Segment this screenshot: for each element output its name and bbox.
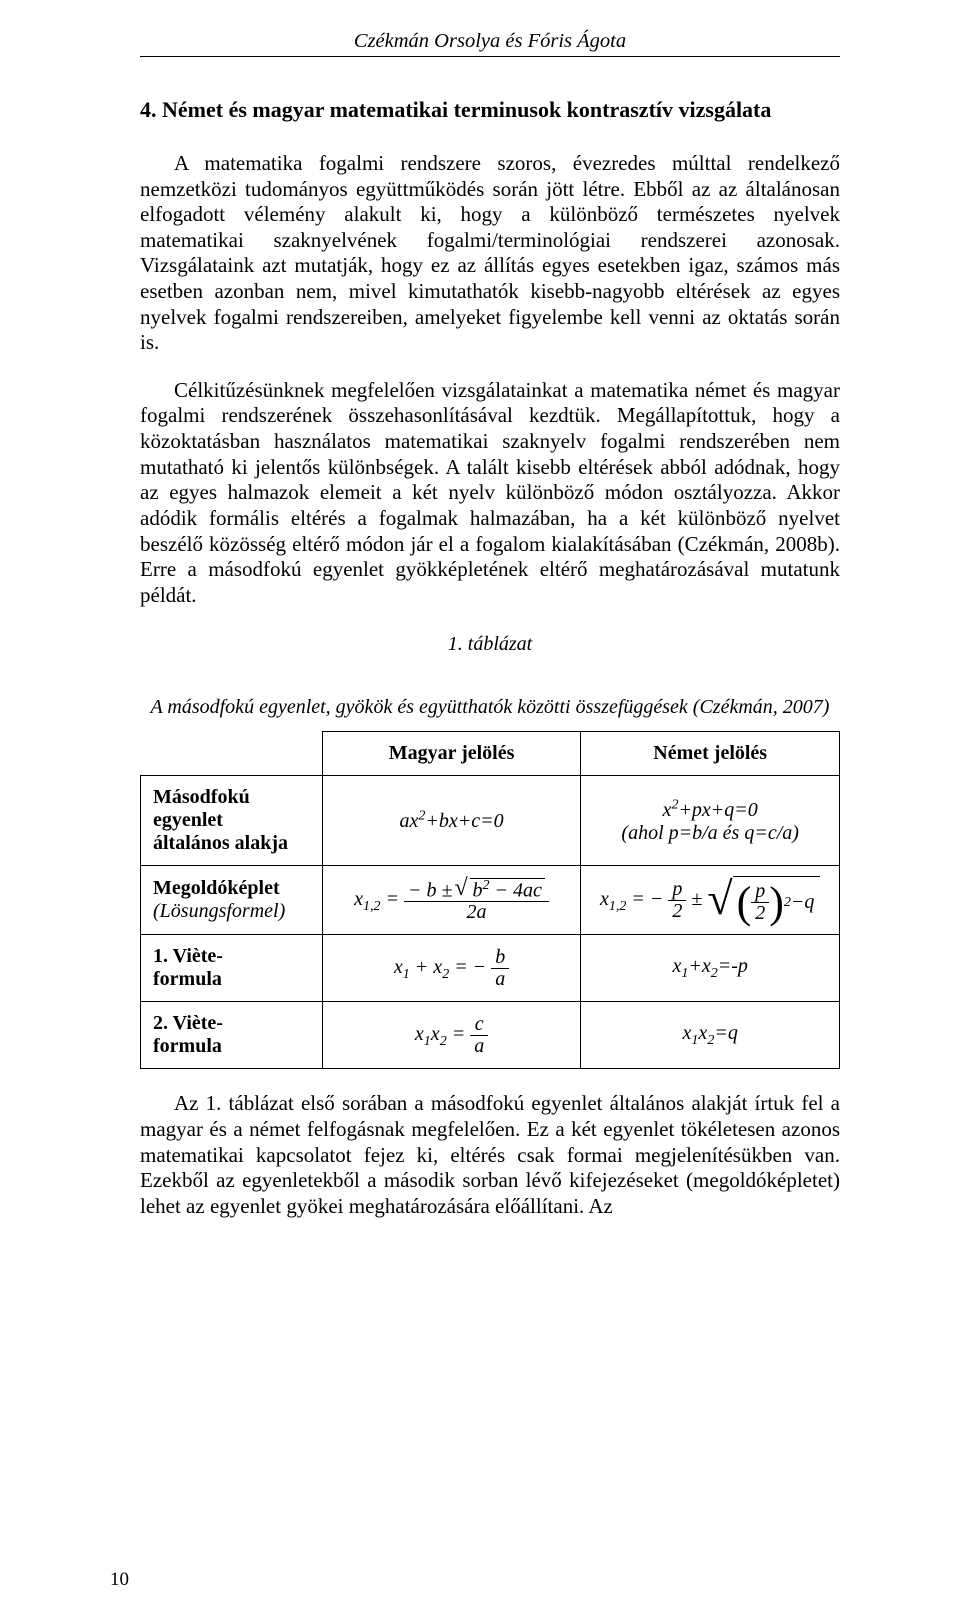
row4-label-line2: formula <box>153 1035 222 1057</box>
row4-label-line1: 2. Viète- <box>153 1012 223 1034</box>
section-heading: 4. Német és magyar matematikai terminuso… <box>140 97 840 123</box>
row4-label: 2. Viète- formula <box>141 1002 323 1069</box>
formula-de-quadratic: x1,2 = − p2 ± √ (p2)2 − q <box>600 888 820 910</box>
row1-german: x2+px+q=0 (ahol p=b/a és q=c/a) <box>581 776 840 866</box>
row2-label-italic: (Lösungsformel) <box>153 900 310 923</box>
row2-label-bold: Megoldóképlet <box>153 877 310 900</box>
table-header-row: Magyar jelölés Német jelölés <box>141 732 840 776</box>
row1-label: Másodfokú egyenlet általános alakja <box>141 776 323 866</box>
table-corner-cell <box>141 732 323 776</box>
row1-label-line1: Másodfokú <box>153 786 250 808</box>
header-german: Német jelölés <box>581 732 840 776</box>
row1-german-note: (ahol p=b/a és q=c/a) <box>621 822 799 844</box>
row2-label: Megoldóképlet (Lösungsformel) <box>141 866 323 935</box>
table-row: 1. Viète- formula x1 + x2 = − ba x1+x2=-… <box>141 935 840 1002</box>
row3-german: x1+x2=-p <box>581 935 840 1002</box>
row1-label-line2: egyenlet <box>153 809 223 831</box>
formula-hu-viete2: x1x2 = ca <box>415 1023 488 1045</box>
paragraph-1: A matematika fogalmi rendszere szoros, é… <box>140 151 840 356</box>
formula-de-viete2: x1x2=q <box>683 1022 738 1044</box>
table-row: 2. Viète- formula x1x2 = ca x1x2=q <box>141 1002 840 1069</box>
page-root: Czékmán Orsolya és Fóris Ágota 4. Német … <box>0 0 960 1613</box>
row1-hungarian: ax2+bx+c=0 <box>322 776 581 866</box>
row4-hungarian: x1x2 = ca <box>322 1002 581 1069</box>
row3-label: 1. Viète- formula <box>141 935 323 1002</box>
table-caption-number: 1. táblázat <box>140 633 840 656</box>
comparison-table: Magyar jelölés Német jelölés Másodfokú e… <box>140 731 840 1069</box>
table-row: Megoldóképlet (Lösungsformel) x1,2 = − b… <box>141 866 840 935</box>
paragraph-3: Az 1. táblázat első sorában a másodfokú … <box>140 1091 840 1219</box>
formula-hu-viete1: x1 + x2 = − ba <box>394 956 509 978</box>
row2-hungarian: x1,2 = − b ± b2 − 4ac 2a <box>322 866 581 935</box>
row3-label-line2: formula <box>153 968 222 990</box>
page-number: 10 <box>110 1569 129 1591</box>
formula-hu-quadratic: x1,2 = − b ± b2 − 4ac 2a <box>354 888 549 910</box>
table-caption-title: A másodfokú egyenlet, gyökök és együttha… <box>140 696 840 719</box>
row2-german: x1,2 = − p2 ± √ (p2)2 − q <box>581 866 840 935</box>
row3-hungarian: x1 + x2 = − ba <box>322 935 581 1002</box>
paragraph-2: Célkitűzésünknek megfelelően vizsgálatai… <box>140 378 840 608</box>
header-hungarian: Magyar jelölés <box>322 732 581 776</box>
table-row: Másodfokú egyenlet általános alakja ax2+… <box>141 776 840 866</box>
running-head: Czékmán Orsolya és Fóris Ágota <box>140 30 840 57</box>
row3-label-line1: 1. Viète- <box>153 945 223 967</box>
row1-label-line3: általános alakja <box>153 832 288 854</box>
row4-german: x1x2=q <box>581 1002 840 1069</box>
formula-de-general: x2+px+q=0 <box>663 799 758 821</box>
formula-hu-general: ax2+bx+c=0 <box>399 810 503 832</box>
formula-de-viete1: x1+x2=-p <box>672 955 747 977</box>
